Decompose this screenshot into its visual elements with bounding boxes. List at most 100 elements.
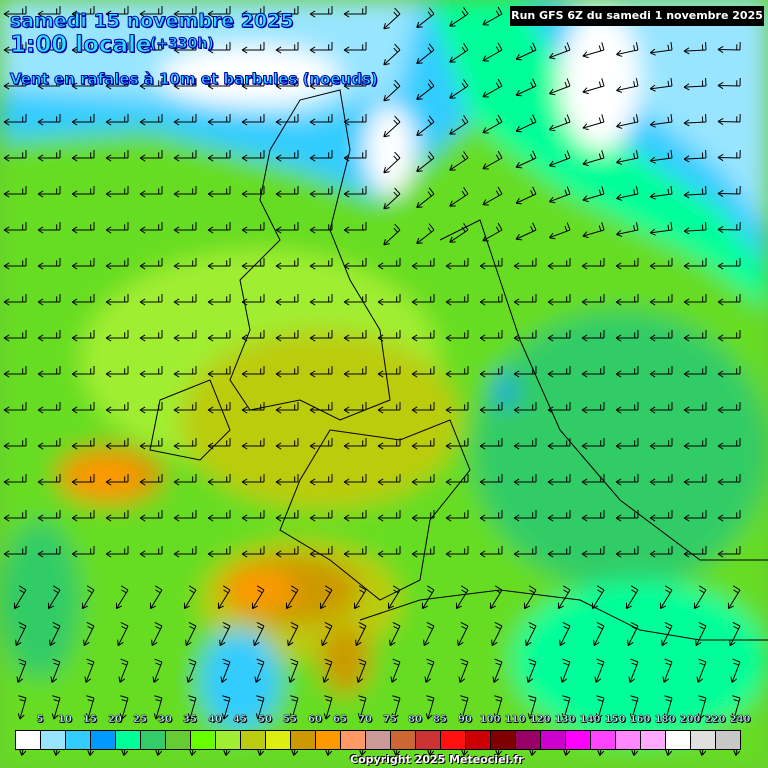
forecast-time: 1:00 locale: [10, 32, 153, 59]
wind-barb: [207, 186, 231, 198]
wind-barb: [389, 621, 401, 647]
wind-barb: [616, 150, 639, 165]
wind-barb: [581, 258, 605, 270]
wind-barb: [139, 402, 163, 414]
wind-barb: [458, 658, 469, 683]
wind-barb: [3, 330, 27, 342]
wind-barb: [383, 7, 401, 30]
wind-barb: [309, 294, 333, 306]
wind-barb: [547, 258, 571, 270]
wind-barb: [173, 510, 197, 522]
wind-barb: [71, 150, 95, 162]
legend-swatch: [291, 731, 316, 749]
wind-barb: [717, 474, 741, 486]
wind-barb: [649, 474, 673, 486]
wind-barb: [3, 546, 27, 558]
wind-barb: [581, 474, 605, 486]
wind-barb: [139, 6, 163, 18]
wind-barb: [482, 78, 503, 98]
wind-barb: [3, 186, 27, 198]
wind-barb: [37, 42, 61, 54]
wind-barb: [207, 438, 231, 450]
wind-barb: [288, 658, 299, 683]
wind-barb: [355, 621, 367, 647]
wind-barb: [37, 474, 61, 486]
wind-barb: [625, 585, 639, 610]
wind-barb: [479, 258, 503, 270]
wind-barb: [649, 402, 673, 414]
wind-barb: [17, 695, 27, 720]
wind-barb: [285, 585, 299, 610]
wind-barb: [287, 621, 299, 647]
wind-barb: [275, 510, 299, 522]
wind-barb: [221, 695, 231, 720]
legend-label: 45: [233, 714, 247, 725]
legend-label: 35: [183, 714, 197, 725]
wind-barb: [659, 585, 673, 610]
wind-barb: [445, 546, 469, 558]
wind-barb: [3, 474, 27, 486]
wind-barb: [649, 510, 673, 522]
wind-barb: [3, 258, 27, 270]
wind-barb: [581, 294, 605, 306]
legend-label: 130: [554, 714, 576, 725]
run-label: Run GFS 6Z du samedi 1 novembre 2025: [510, 6, 764, 26]
wind-barb: [513, 438, 537, 450]
legend-swatch: [191, 731, 216, 749]
wind-barb: [289, 695, 299, 720]
wind-barb: [513, 294, 537, 306]
wind-barb: [3, 150, 27, 162]
legend-swatch: [516, 731, 541, 749]
wind-barb: [343, 42, 367, 54]
wind-barb: [629, 695, 639, 720]
wind-barb: [71, 42, 95, 54]
wind-barb: [71, 330, 95, 342]
wind-barb: [649, 330, 673, 342]
wind-barb: [105, 366, 129, 378]
wind-barb: [343, 258, 367, 270]
wind-barb: [356, 658, 367, 683]
wind-barb: [343, 366, 367, 378]
wind-barb: [309, 222, 333, 234]
legend-label: 25: [133, 714, 147, 725]
wind-barb: [729, 621, 741, 647]
wind-barb: [343, 546, 367, 558]
wind-barb: [662, 658, 673, 683]
wind-barb: [581, 402, 605, 414]
wind-barb: [416, 151, 435, 173]
legend-label: 180: [654, 714, 676, 725]
legend-swatch: [266, 731, 291, 749]
parameter-title: Vent en rafales à 10m et barbules (noeud…: [10, 70, 379, 89]
wind-barb: [479, 546, 503, 558]
wind-barb: [547, 330, 571, 342]
wind-barb: [139, 474, 163, 486]
wind-barb: [515, 78, 537, 97]
wind-barb: [377, 294, 401, 306]
wind-barb: [117, 621, 129, 647]
wind-barb: [383, 79, 401, 102]
legend-swatch: [591, 731, 616, 749]
wind-barb: [628, 658, 639, 683]
wind-barb: [71, 402, 95, 414]
wind-barb: [493, 695, 503, 720]
wind-barb: [241, 366, 265, 378]
wind-barb: [377, 330, 401, 342]
legend-swatch: [91, 731, 116, 749]
wind-barb: [582, 114, 605, 131]
wind-barb: [71, 6, 95, 18]
wind-barb: [343, 78, 367, 90]
wind-barb: [173, 330, 197, 342]
wind-barb: [416, 7, 435, 29]
wind-barb: [559, 621, 571, 647]
wind-barb: [217, 585, 231, 610]
legend-swatch: [416, 731, 441, 749]
wind-barb: [139, 366, 163, 378]
wind-barb: [547, 510, 571, 522]
wind-barb: [491, 621, 503, 647]
wind-barb: [353, 585, 367, 610]
wind-barb: [482, 150, 503, 170]
wind-barb: [649, 222, 673, 236]
wind-barb: [241, 438, 265, 450]
wind-barb: [479, 510, 503, 522]
